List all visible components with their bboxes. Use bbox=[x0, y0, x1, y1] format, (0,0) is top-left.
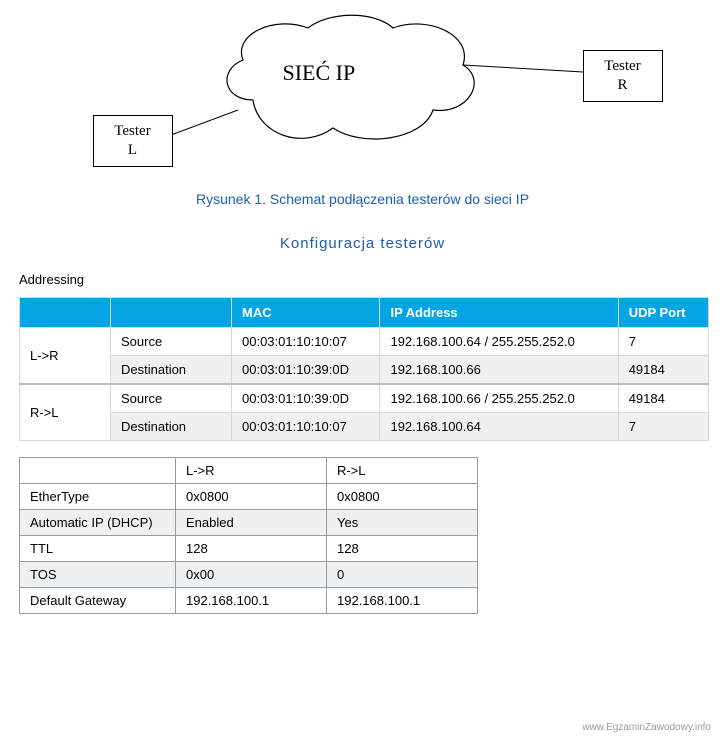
cfg-label: TOS bbox=[20, 562, 176, 588]
dir-cell: L->R bbox=[20, 328, 111, 385]
udp-cell: 49184 bbox=[618, 356, 708, 385]
tester-l-box: Tester L bbox=[93, 115, 173, 167]
ip-cell: 192.168.100.66 bbox=[380, 356, 618, 385]
udp-cell: 49184 bbox=[618, 384, 708, 413]
config-subtitle: Konfiguracja testerów bbox=[15, 235, 710, 252]
tester-r-line1: Tester bbox=[604, 58, 640, 74]
table-row: Default Gateway 192.168.100.1 192.168.10… bbox=[20, 588, 478, 614]
ip-cell: 192.168.100.64 / 255.255.252.0 bbox=[380, 328, 618, 356]
cfg-rl: 0 bbox=[327, 562, 478, 588]
table-row: TOS 0x00 0 bbox=[20, 562, 478, 588]
dir-cell: R->L bbox=[20, 384, 111, 441]
table-header-row: MAC IP Address UDP Port bbox=[20, 298, 709, 328]
table-row: EtherType 0x0800 0x0800 bbox=[20, 484, 478, 510]
cfg-label: Default Gateway bbox=[20, 588, 176, 614]
cfg-lr: 0x00 bbox=[176, 562, 327, 588]
tester-l-line1: Tester bbox=[114, 123, 150, 139]
role-cell: Source bbox=[111, 328, 232, 356]
role-cell: Destination bbox=[111, 356, 232, 385]
cfg-label: EtherType bbox=[20, 484, 176, 510]
addressing-label: Addressing bbox=[19, 272, 710, 287]
mac-cell: 00:03:01:10:39:0D bbox=[232, 356, 380, 385]
col-lr: L->R bbox=[176, 458, 327, 484]
cfg-lr: 192.168.100.1 bbox=[176, 588, 327, 614]
col-mac: MAC bbox=[232, 298, 380, 328]
table-row: TTL 128 128 bbox=[20, 536, 478, 562]
tester-r-line2: R bbox=[617, 77, 627, 93]
role-cell: Source bbox=[111, 384, 232, 413]
col-udp: UDP Port bbox=[618, 298, 708, 328]
cfg-label: TTL bbox=[20, 536, 176, 562]
watermark-text: www.EgzaminZawodowy.info bbox=[582, 722, 711, 733]
cfg-lr: Enabled bbox=[176, 510, 327, 536]
col-ip: IP Address bbox=[380, 298, 618, 328]
addressing-table: MAC IP Address UDP Port L->R Source 00:0… bbox=[19, 297, 709, 441]
table-row: Destination 00:03:01:10:10:07 192.168.10… bbox=[20, 413, 709, 441]
cfg-label: Automatic IP (DHCP) bbox=[20, 510, 176, 536]
table-row: Automatic IP (DHCP) Enabled Yes bbox=[20, 510, 478, 536]
udp-cell: 7 bbox=[618, 413, 708, 441]
cfg-rl: 128 bbox=[327, 536, 478, 562]
mac-cell: 00:03:01:10:10:07 bbox=[232, 413, 380, 441]
table-row: L->R Source 00:03:01:10:10:07 192.168.10… bbox=[20, 328, 709, 356]
config-table: L->R R->L EtherType 0x0800 0x0800 Automa… bbox=[19, 457, 478, 614]
tester-l-line2: L bbox=[128, 142, 137, 158]
table-row: Destination 00:03:01:10:39:0D 192.168.10… bbox=[20, 356, 709, 385]
ip-cell: 192.168.100.66 / 255.255.252.0 bbox=[380, 384, 618, 413]
udp-cell: 7 bbox=[618, 328, 708, 356]
col-rl: R->L bbox=[327, 458, 478, 484]
cfg-lr: 0x0800 bbox=[176, 484, 327, 510]
mac-cell: 00:03:01:10:39:0D bbox=[232, 384, 380, 413]
network-diagram: SIEĆ IP Tester L Tester R bbox=[23, 10, 703, 185]
cfg-lr: 128 bbox=[176, 536, 327, 562]
cloud-label: SIEĆ IP bbox=[283, 60, 356, 86]
table-row: R->L Source 00:03:01:10:39:0D 192.168.10… bbox=[20, 384, 709, 413]
mac-cell: 00:03:01:10:10:07 bbox=[232, 328, 380, 356]
tester-r-box: Tester R bbox=[583, 50, 663, 102]
cfg-rl: 0x0800 bbox=[327, 484, 478, 510]
cfg-rl: 192.168.100.1 bbox=[327, 588, 478, 614]
ip-cell: 192.168.100.64 bbox=[380, 413, 618, 441]
figure-caption: Rysunek 1. Schemat podłączenia testerów … bbox=[15, 191, 710, 207]
cfg-rl: Yes bbox=[327, 510, 478, 536]
table-header-row: L->R R->L bbox=[20, 458, 478, 484]
role-cell: Destination bbox=[111, 413, 232, 441]
